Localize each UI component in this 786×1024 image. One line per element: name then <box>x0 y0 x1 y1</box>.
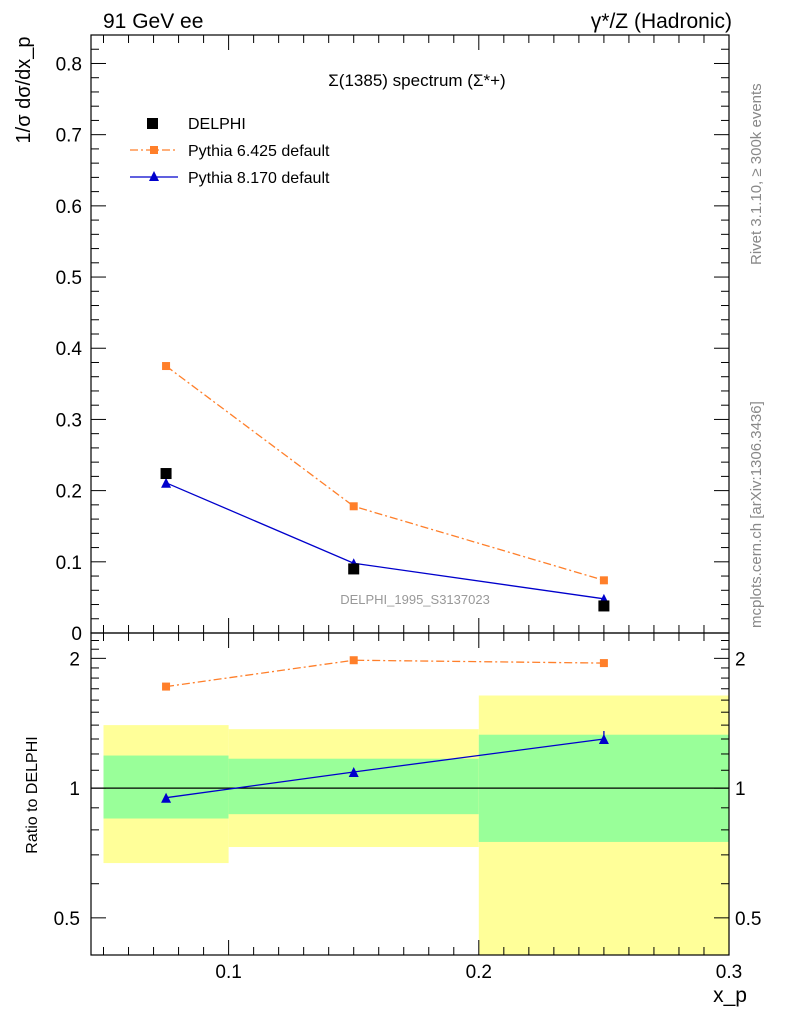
ratio-point-pythia6 <box>349 656 358 665</box>
y-tick-label: 0.2 <box>56 482 82 503</box>
data-point-delphi <box>598 600 610 612</box>
series-point-pythia6 <box>599 576 608 585</box>
ratio-y-axis-label: Ratio to DELPHI <box>24 736 41 853</box>
ratio-point-pythia6 <box>599 659 608 668</box>
legend-label-delphi: DELPHI <box>188 116 246 133</box>
legend-marker-pythia8 <box>149 171 159 181</box>
ratio-line-pythia6 <box>165 659 604 688</box>
legend-marker-pythia6 <box>150 146 158 154</box>
data-point-delphi <box>160 468 172 480</box>
legend-label-pythia8: Pythia 8.170 default <box>188 170 330 187</box>
y-tick-label: 0 <box>71 624 82 645</box>
x-axis-label: x_p <box>713 984 747 1007</box>
ratio-point-pythia8 <box>161 792 172 803</box>
legend: DELPHI Pythia 6.425 default Pythia 8.170… <box>130 116 330 187</box>
ratio-series <box>161 656 609 803</box>
ratio-y-tick-label-right: 1 <box>735 779 746 800</box>
x-tick-label: 0.2 <box>466 962 492 983</box>
ratio-frame <box>90 632 730 956</box>
main-frame <box>90 34 730 634</box>
data-point-delphi <box>348 563 360 575</box>
ratio-y-tick-label: 0.5 <box>54 909 80 930</box>
ratio-point-pythia8 <box>348 766 359 777</box>
y-axis-label: 1/σ dσ/dx_p <box>13 37 35 144</box>
y-tick-label: 0.1 <box>56 553 82 574</box>
ratio-y-tick-label: 1 <box>69 779 80 800</box>
series-point-pythia6 <box>349 502 358 511</box>
y-tick-label: 0.4 <box>56 339 83 360</box>
chart-title: Σ(1385) spectrum (Σ*+) <box>328 71 505 90</box>
main-axes: 0 0.1 0.2 0.3 0.4 0.5 0.6 0.7 0.8 <box>56 35 730 645</box>
ratio-y-tick-label: 2 <box>69 649 80 670</box>
series-line-pythia6 <box>165 365 605 581</box>
y-tick-label: 0.8 <box>56 54 82 75</box>
ratio-point-pythia6 <box>162 682 171 691</box>
x-tick-label: 0.3 <box>716 962 742 983</box>
x-tick-label: 0.1 <box>215 962 241 983</box>
y-tick-label: 0.7 <box>56 126 82 147</box>
legend-marker-delphi <box>147 118 158 129</box>
ratio-band-inner <box>103 755 229 819</box>
header-right: γ*/Z (Hadronic) <box>591 10 732 33</box>
series-point-pythia8 <box>161 477 172 488</box>
ratio-y-tick-label-right: 0.5 <box>735 909 761 930</box>
analysis-watermark: DELPHI_1995_S3137023 <box>340 592 490 607</box>
legend-label-pythia6: Pythia 6.425 default <box>188 143 330 160</box>
ratio-axes: 0.1 0.2 0.3 0.5 0.5 1 1 2 2 <box>54 633 761 983</box>
ratio-y-tick-label-right: 2 <box>735 649 746 670</box>
series-point-pythia6 <box>162 362 171 371</box>
series-line-pythia8 <box>165 482 604 600</box>
header-left: 91 GeV ee <box>103 10 203 33</box>
y-tick-label: 0.3 <box>56 410 82 431</box>
rivet-label: Rivet 3.1.10, ≥ 300k events <box>748 83 765 265</box>
mcplots-label: mcplots.cern.ch [arXiv:1306.3436] <box>748 401 765 628</box>
main-series <box>160 362 610 612</box>
ratio-bands <box>103 695 729 955</box>
y-tick-label: 0.6 <box>56 197 82 218</box>
y-tick-label: 0.5 <box>56 268 82 289</box>
